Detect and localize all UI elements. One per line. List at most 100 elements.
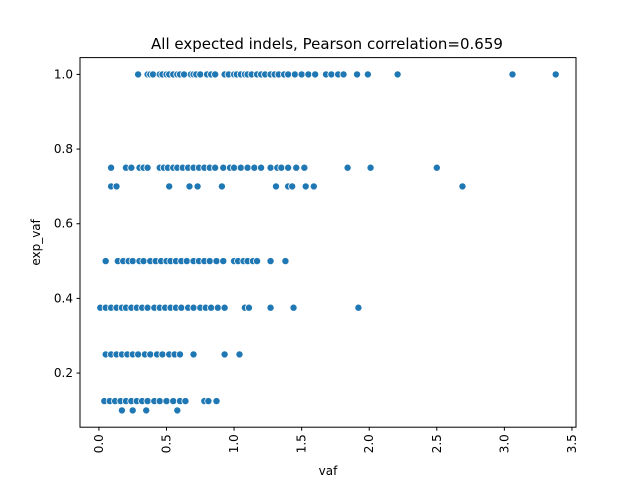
data-point <box>458 182 467 191</box>
data-point <box>193 182 202 191</box>
data-point <box>212 257 221 266</box>
data-point <box>327 70 336 79</box>
x-tick-label: 3.5 <box>565 434 579 453</box>
data-point <box>217 182 226 191</box>
x-axis-ticks: 0.0 0.5 1.0 1.5 2.0 2.5 3.0 3.5 <box>92 427 579 453</box>
data-point <box>173 406 182 415</box>
data-point <box>155 397 164 406</box>
data-point <box>143 303 152 312</box>
data-point <box>185 182 194 191</box>
x-tick-label: 2.5 <box>430 434 444 453</box>
data-point <box>266 163 275 172</box>
data-points <box>96 70 560 415</box>
data-point <box>244 303 253 312</box>
data-point <box>309 182 318 191</box>
data-point <box>290 70 299 79</box>
data-point <box>143 397 152 406</box>
data-point <box>292 163 301 172</box>
data-point <box>266 303 275 312</box>
data-point <box>304 70 313 79</box>
data-point <box>220 303 229 312</box>
data-point <box>219 163 228 172</box>
data-point <box>219 257 228 266</box>
data-point <box>220 350 229 359</box>
data-point <box>366 163 375 172</box>
data-point <box>301 182 310 191</box>
data-point <box>212 397 221 406</box>
data-point <box>289 303 298 312</box>
x-tick-label: 1.0 <box>227 434 241 453</box>
data-point <box>235 350 244 359</box>
y-tick-label: 1.0 <box>54 67 73 81</box>
data-point <box>354 303 363 312</box>
data-point <box>213 303 222 312</box>
y-axis-ticks: 0.2 0.4 0.6 0.8 1.0 <box>54 67 80 380</box>
data-point <box>176 350 185 359</box>
data-point <box>101 257 110 266</box>
data-point <box>165 182 174 191</box>
data-point <box>363 70 372 79</box>
data-point <box>139 257 148 266</box>
x-tick-label: 1.5 <box>295 434 309 453</box>
data-point <box>230 163 239 172</box>
data-point <box>143 163 152 172</box>
data-point <box>277 163 286 172</box>
data-point <box>146 350 155 359</box>
data-point <box>343 163 352 172</box>
data-point <box>339 70 348 79</box>
y-axis-label: exp_vaf <box>29 218 43 265</box>
data-point <box>311 70 320 79</box>
data-point <box>112 182 121 191</box>
data-point <box>134 350 143 359</box>
data-point <box>211 70 220 79</box>
data-point <box>196 70 205 79</box>
data-point <box>181 397 190 406</box>
data-point <box>281 257 290 266</box>
y-tick-label: 0.6 <box>54 217 73 231</box>
data-point <box>128 406 137 415</box>
x-tick-label: 3.0 <box>497 434 511 453</box>
x-tick-label: 0.0 <box>92 434 106 453</box>
data-point <box>297 70 306 79</box>
data-point <box>142 406 151 415</box>
chart-title: All expected indels, Pearson correlation… <box>151 35 503 53</box>
y-tick-label: 0.2 <box>54 366 73 380</box>
data-point <box>284 163 293 172</box>
data-point <box>127 163 136 172</box>
data-point <box>508 70 517 79</box>
x-tick-label: 2.0 <box>362 434 376 453</box>
data-point <box>284 70 293 79</box>
data-point <box>266 257 275 266</box>
y-tick-label: 0.4 <box>54 291 73 305</box>
data-point <box>148 70 157 79</box>
data-point <box>128 257 137 266</box>
data-point <box>205 257 214 266</box>
x-tick-label: 0.5 <box>159 434 173 453</box>
data-point <box>180 70 189 79</box>
y-tick-label: 0.8 <box>54 142 73 156</box>
plot-frame <box>79 57 577 428</box>
data-point <box>250 163 259 172</box>
data-point <box>158 350 167 359</box>
data-point <box>204 397 213 406</box>
data-point <box>182 257 191 266</box>
data-point <box>211 163 220 172</box>
data-point <box>107 163 116 172</box>
data-point <box>134 70 143 79</box>
data-point <box>300 163 309 172</box>
data-point <box>236 163 245 172</box>
data-point <box>177 303 186 312</box>
data-point <box>162 397 171 406</box>
data-point <box>257 163 266 172</box>
data-point <box>551 70 560 79</box>
data-point <box>117 406 126 415</box>
data-point <box>243 163 252 172</box>
data-point <box>288 182 297 191</box>
data-point <box>207 303 216 312</box>
data-point <box>253 257 262 266</box>
data-point <box>189 350 198 359</box>
data-point <box>271 182 280 191</box>
data-point <box>353 70 362 79</box>
data-point <box>393 70 402 79</box>
